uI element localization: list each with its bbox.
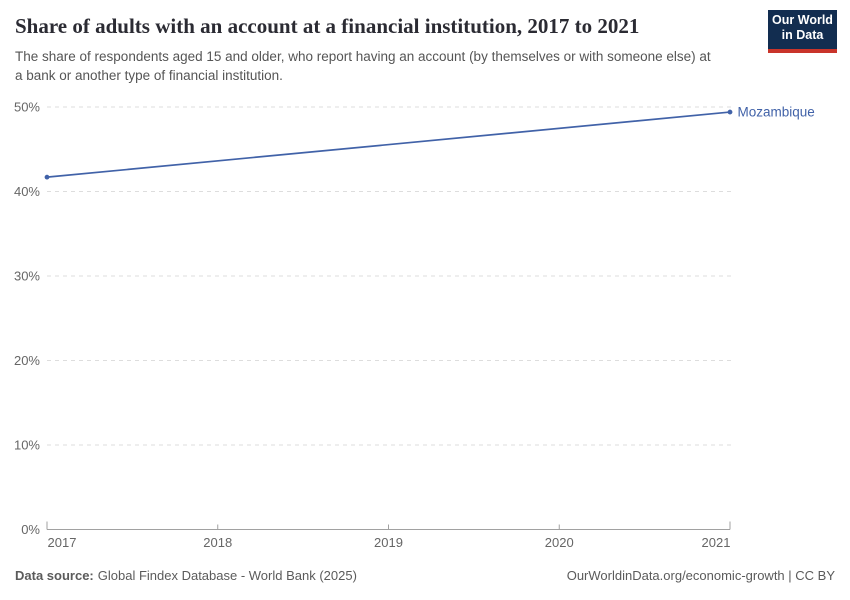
x-axis-tick-label: 2019 <box>374 535 403 550</box>
x-axis-tick-label: 2018 <box>203 535 232 550</box>
series-label-mozambique: Mozambique <box>738 105 815 120</box>
series-line-mozambique <box>46 111 731 178</box>
y-axis-tick-label: 10% <box>14 438 40 453</box>
x-axis-tick-label: 2021 <box>702 535 731 550</box>
x-axis-tick-label: 2020 <box>545 535 574 550</box>
chart-title: Share of adults with an account at a fin… <box>15 14 640 38</box>
data-point-2021 <box>727 109 733 115</box>
x-axis-tick-label: 2017 <box>48 535 77 550</box>
y-axis-tick-label: 20% <box>14 353 40 368</box>
y-axis-tick-label: 40% <box>14 184 40 199</box>
data-point-2017 <box>44 174 50 180</box>
owid-logo: Our World in Data <box>768 10 837 53</box>
owid-url-link[interactable]: OurWorldinData.org/economic-growth | CC … <box>566 568 835 583</box>
data-source-note: Data source: Global Findex Database - Wor… <box>15 568 357 583</box>
data-source-label: Data source: <box>15 568 94 583</box>
logo-text-line1: Our World <box>772 12 833 27</box>
chart-header: Share of adults with an account at a fin… <box>15 14 755 85</box>
y-axis-tick-label: 50% <box>14 100 40 115</box>
y-axis-tick-label: 0% <box>21 522 40 537</box>
chart-subtitle: The share of respondents aged 15 and old… <box>15 49 711 83</box>
y-axis-tick-label: 30% <box>14 269 40 284</box>
data-source-value: Global Findex Database - World Bank (202… <box>97 568 357 583</box>
chart-footer: Data source: Global Findex Database - Wor… <box>15 568 835 583</box>
logo-text-line2: in Data <box>781 27 824 42</box>
